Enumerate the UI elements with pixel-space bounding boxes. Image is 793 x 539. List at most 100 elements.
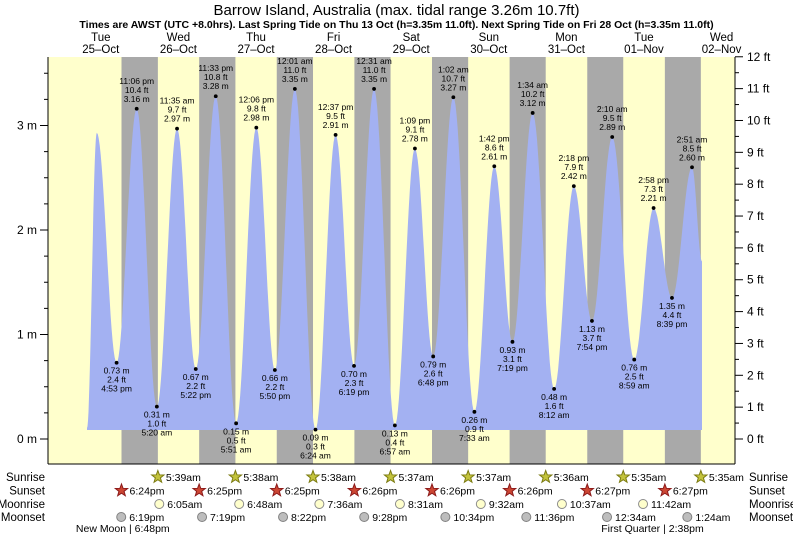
high-tide-annotation: 3.16 m xyxy=(124,94,150,104)
right-axis-label: 1 ft xyxy=(747,400,764,414)
low-tide-annotation: 7:19 pm xyxy=(497,363,528,373)
high-tide-annotation: 3.28 m xyxy=(203,81,229,91)
high-tide-annotation: 11:33 pm xyxy=(198,63,233,73)
low-tide-annotation: 6:57 am xyxy=(380,446,411,456)
high-tide-annotation: 12:31 am xyxy=(356,56,391,66)
right-axis-label: 7 ft xyxy=(747,209,764,223)
sunrise-time: 5:35am xyxy=(709,472,744,484)
low-tide-annotation: 0.70 m xyxy=(341,369,367,379)
high-tide-annotation: 1:09 pm xyxy=(400,115,431,125)
high-tide-dot xyxy=(254,125,259,130)
low-tide-annotation: 2.2 ft xyxy=(265,382,285,392)
sunrise-time: 5:38am xyxy=(243,472,278,484)
high-tide-dot xyxy=(413,146,417,151)
low-tide-annotation: 0.26 m xyxy=(461,415,487,425)
day-label-dow: Fri xyxy=(327,32,340,44)
low-tide-annotation: 5:51 am xyxy=(221,444,252,454)
low-tide-annotation: 8:39 pm xyxy=(657,319,688,329)
right-axis-label: 5 ft xyxy=(747,273,764,287)
moonset-time: 12:34am xyxy=(615,512,656,524)
sunset-star-icon xyxy=(502,482,518,497)
high-tide-annotation: 2.98 m xyxy=(243,113,269,123)
day-label-dow: Wed xyxy=(710,32,733,44)
sunrise-star-icon xyxy=(383,469,399,484)
moonrise-time: 7:36am xyxy=(327,499,362,511)
moonset-time: 10:34pm xyxy=(453,512,494,524)
right-axis-label: 8 ft xyxy=(747,177,764,191)
day-label-date: 29–Oct xyxy=(393,44,431,56)
low-tide-dot xyxy=(114,360,119,365)
high-tide-annotation: 2:18 pm xyxy=(558,153,589,163)
high-tide-dot xyxy=(451,95,456,100)
day-label-date: 28–Oct xyxy=(315,44,353,56)
low-tide-dot xyxy=(352,363,356,368)
low-tide-annotation: 1.0 ft xyxy=(147,419,167,429)
high-tide-annotation: 12:01 am xyxy=(277,56,312,66)
day-label-date: 25–Oct xyxy=(82,44,120,56)
high-tide-annotation: 2.42 m xyxy=(561,171,587,181)
day-label-date: 02–Nov xyxy=(702,44,742,56)
high-tide-annotation: 2.89 m xyxy=(599,122,625,132)
day-label-dow: Sat xyxy=(403,32,421,44)
moonrise-moon-icon xyxy=(234,499,245,509)
sunset-time: 6:27pm xyxy=(673,486,708,498)
low-tide-annotation: 5:50 pm xyxy=(260,391,291,401)
high-tide-annotation: 10.8 ft xyxy=(204,72,228,82)
sunset-time: 6:26pm xyxy=(440,486,475,498)
moonrise-moon-icon xyxy=(314,499,325,509)
high-tide-annotation: 10.7 ft xyxy=(442,73,466,83)
sunset-star-icon xyxy=(424,482,440,497)
right-axis-label: 11 ft xyxy=(747,82,770,96)
moonset-moon-icon xyxy=(521,512,532,522)
low-tide-annotation: 4.4 ft xyxy=(663,310,683,320)
sunrise-time: 5:37am xyxy=(399,472,434,484)
high-tide-annotation: 9.1 ft xyxy=(405,124,425,134)
low-tide-annotation: 2.3 ft xyxy=(345,378,365,388)
sunrise-star-icon xyxy=(227,469,243,484)
low-tide-annotation: 1.13 m xyxy=(579,324,605,334)
moonset-time: 11:36pm xyxy=(534,512,574,524)
low-tide-dot xyxy=(193,367,198,371)
low-tide-dot xyxy=(552,386,557,391)
high-tide-annotation: 2.78 m xyxy=(402,133,428,143)
high-tide-dot xyxy=(175,126,179,131)
low-tide-dot xyxy=(632,357,637,362)
moonrise-moon-icon xyxy=(638,499,649,509)
low-tide-annotation: 0.66 m xyxy=(262,373,288,383)
high-tide-annotation: 12:37 pm xyxy=(318,102,353,112)
low-tide-annotation: 1.35 m xyxy=(659,301,685,311)
moonset-moon-icon xyxy=(682,512,693,522)
row-label-left-moonset: Moonset xyxy=(1,512,46,524)
low-tide-annotation: 0.4 ft xyxy=(385,437,405,447)
sunrise-star-icon xyxy=(150,469,166,484)
high-tide-dot xyxy=(571,184,576,189)
low-tide-annotation: 0.5 ft xyxy=(227,435,247,445)
moon-phase-note: New Moon | 6:48pm xyxy=(76,523,170,535)
sunrise-time: 5:36am xyxy=(554,472,589,484)
row-label-left-sunset: Sunset xyxy=(9,486,46,498)
moonrise-time: 11:42am xyxy=(651,499,691,511)
sunset-time: 6:25pm xyxy=(285,486,320,498)
low-tide-annotation: 2.6 ft xyxy=(424,368,444,378)
high-tide-annotation: 2.91 m xyxy=(323,120,349,130)
high-tide-annotation: 2.60 m xyxy=(679,152,705,162)
low-tide-dot xyxy=(670,296,674,300)
day-label-dow: Sun xyxy=(479,32,499,44)
high-tide-annotation: 3.12 m xyxy=(520,98,546,108)
right-axis-label: 3 ft xyxy=(747,336,764,350)
high-tide-annotation: 10.2 ft xyxy=(521,89,545,99)
low-tide-annotation: 6:19 pm xyxy=(339,387,370,397)
high-tide-annotation: 2.21 m xyxy=(641,193,667,203)
moonset-time: 8:22pm xyxy=(291,512,326,524)
low-tide-annotation: 0.3 ft xyxy=(306,442,326,452)
day-label-date: 01–Nov xyxy=(624,44,664,56)
high-tide-dot xyxy=(333,133,338,137)
sunset-time: 6:26pm xyxy=(518,486,553,498)
day-label-dow: Tue xyxy=(634,32,653,44)
high-tide-annotation: 11:06 pm xyxy=(119,76,154,86)
moonset-time: 9:28pm xyxy=(372,512,407,524)
low-tide-annotation: 6:48 pm xyxy=(418,377,449,387)
low-tide-annotation: 0.76 m xyxy=(621,363,647,373)
